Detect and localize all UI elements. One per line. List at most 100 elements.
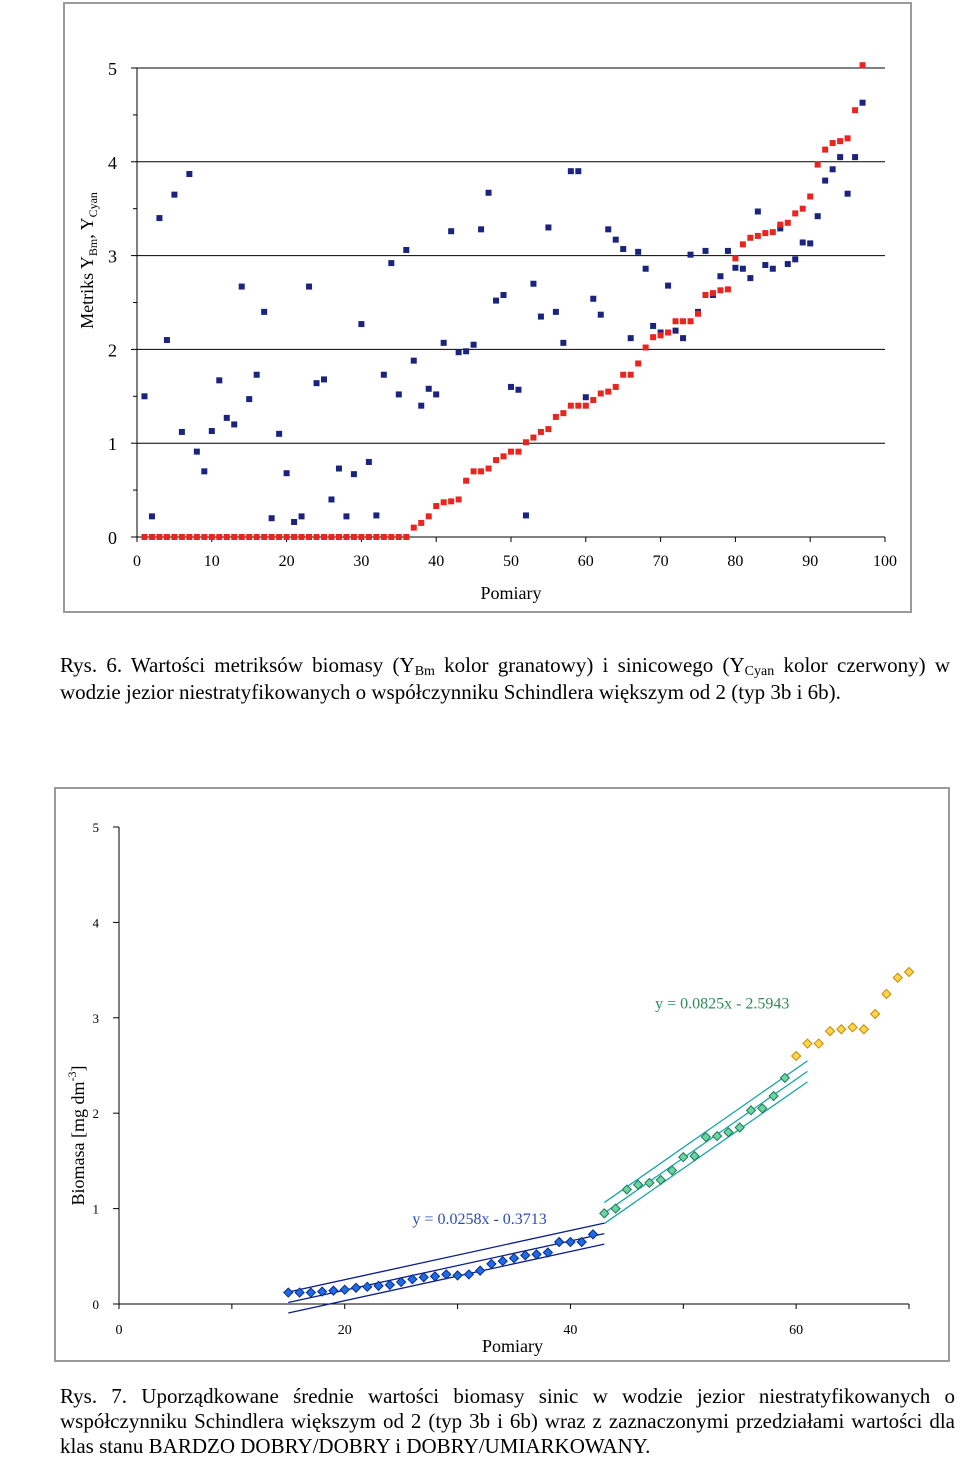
- bm-point: [350, 471, 357, 478]
- cyan-point: [732, 255, 739, 262]
- cyan-point: [148, 534, 155, 540]
- bm-point: [680, 335, 687, 342]
- bm-point: [522, 512, 529, 519]
- bm-point: [844, 190, 851, 197]
- bm-point: [223, 414, 230, 421]
- cyan-point: [201, 534, 208, 540]
- cyan-point: [380, 534, 387, 540]
- trendline-2-lower: [603, 1081, 808, 1225]
- cyan-point: [627, 371, 634, 378]
- point-series-2: [700, 1131, 712, 1143]
- cyan-point: [433, 503, 440, 510]
- cyan-point: [500, 453, 507, 460]
- cyan-point: [328, 534, 335, 540]
- y-axis-label-main: Biomasa [mg dm: [68, 1082, 88, 1206]
- point-series-2: [632, 1179, 644, 1190]
- point-series-1: [339, 1284, 350, 1295]
- cyan-point: [822, 146, 829, 153]
- point-series-1: [565, 1236, 576, 1248]
- point-series-3: [892, 972, 903, 983]
- bm-point: [410, 357, 417, 364]
- cyan-point: [485, 465, 492, 472]
- caption-fig6-lead: Rys. 6. Wartości metriksów biomasy (Y: [60, 653, 415, 677]
- caption-fig6: Rys. 6. Wartości metriksów biomasy (YBm …: [60, 652, 950, 706]
- x-tick-label: 0: [133, 553, 141, 570]
- bm-point: [754, 208, 761, 215]
- point-series-2: [599, 1208, 610, 1219]
- point-series-2: [644, 1177, 655, 1189]
- cyan-point: [522, 439, 529, 446]
- y-axis-label: Biomasa [mg dm-3]: [65, 1066, 88, 1206]
- cyan-point: [246, 534, 253, 540]
- cyan-point: [335, 534, 342, 540]
- bm-point: [762, 261, 769, 268]
- bm-point: [739, 265, 746, 272]
- y-axis-label: Metriks YBm, YCyan: [77, 192, 100, 329]
- bm-point: [193, 448, 200, 455]
- bm-point: [590, 295, 597, 302]
- cyan-point: [552, 413, 559, 420]
- bm-point: [291, 518, 298, 525]
- bm-point: [463, 348, 470, 355]
- y-tick-label: 5: [108, 59, 117, 79]
- cyan-point: [657, 332, 664, 339]
- x-tick-label: 90: [802, 553, 818, 570]
- bm-point: [148, 513, 155, 520]
- bm-point: [373, 512, 380, 519]
- bm-point: [238, 283, 245, 290]
- x-tick-label: 80: [727, 553, 743, 570]
- cyan-point: [747, 234, 754, 241]
- cyan-point: [635, 360, 642, 367]
- point-series-1: [486, 1258, 497, 1270]
- bm-point: [627, 335, 634, 342]
- y-tick-label: 4: [93, 915, 100, 930]
- y-tick-label: 5: [93, 820, 100, 835]
- x-tick-label: 20: [338, 1323, 352, 1338]
- bm-point: [298, 513, 305, 520]
- cyan-point: [223, 534, 230, 540]
- cyan-point: [470, 468, 477, 475]
- bm-point: [859, 99, 866, 106]
- cyan-point: [373, 534, 380, 540]
- cyan-point: [350, 534, 357, 540]
- cyan-point: [418, 519, 425, 526]
- point-series-1: [576, 1236, 587, 1248]
- bm-point: [440, 339, 447, 346]
- bm-point: [717, 273, 724, 280]
- cyan-point: [298, 534, 305, 540]
- bm-point: [508, 383, 514, 390]
- bm-point: [792, 256, 799, 263]
- bm-point: [769, 265, 776, 272]
- point-series-2: [723, 1127, 734, 1138]
- bm-point: [246, 396, 253, 403]
- bm-point: [552, 308, 559, 315]
- bm-point: [732, 264, 739, 271]
- bm-point: [478, 226, 485, 233]
- point-series-1: [328, 1285, 339, 1296]
- point-series-1: [283, 1287, 294, 1298]
- bm-point: [493, 297, 500, 304]
- point-series-2: [757, 1103, 768, 1114]
- bm-point: [829, 166, 836, 173]
- cyan-point: [186, 534, 193, 540]
- bm-point: [537, 313, 544, 320]
- cyan-point: [567, 402, 574, 409]
- cyan-point: [545, 426, 552, 433]
- bm-point: [620, 246, 627, 253]
- bm-point: [702, 247, 709, 254]
- bm-point: [216, 377, 223, 384]
- bm-point: [335, 465, 342, 472]
- cyan-point: [769, 229, 776, 236]
- trendline-2-upper: [603, 1060, 808, 1204]
- bm-point: [268, 515, 275, 522]
- cyan-point: [365, 534, 372, 540]
- bm-point: [433, 391, 440, 398]
- cyan-point: [163, 534, 170, 540]
- bm-point: [208, 428, 215, 435]
- bm-point: [545, 224, 552, 231]
- point-series-2: [745, 1105, 757, 1116]
- cyan-point: [216, 534, 223, 540]
- x-tick-label: 70: [653, 553, 669, 570]
- point-series-2: [768, 1090, 779, 1102]
- point-series-1: [542, 1247, 554, 1258]
